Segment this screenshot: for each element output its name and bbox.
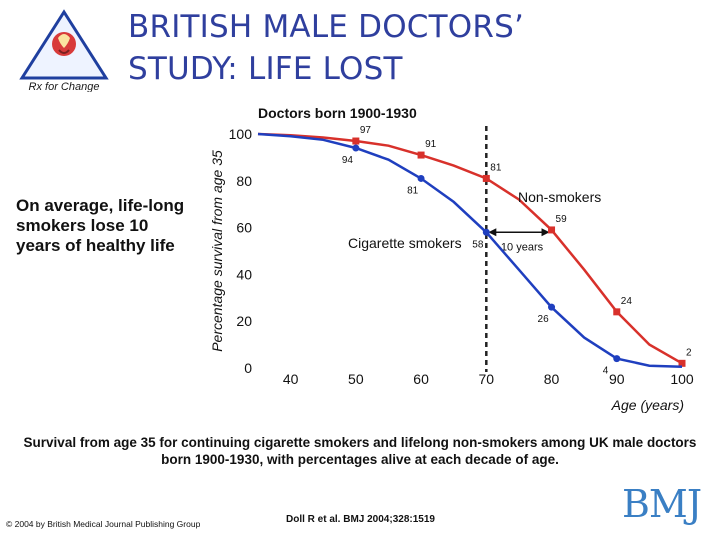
side-note: On average, life-long smokers lose 10 ye…: [16, 196, 185, 255]
cigarette-smokers-data-label: 26: [538, 314, 550, 325]
x-tick-label: 90: [609, 371, 625, 387]
x-tick-label: 100: [670, 371, 694, 387]
triangle-logo-icon: Rx for Change: [19, 9, 109, 93]
non-smokers-point: [417, 151, 425, 159]
title-line-2: STUDY: LIFE LOST: [128, 51, 403, 87]
slide-title: BRITISH MALE DOCTORS’ STUDY: LIFE LOST: [128, 6, 524, 90]
title-line-1: BRITISH MALE DOCTORS’: [128, 9, 525, 45]
non-smokers-point: [548, 226, 556, 234]
cigarette-smokers-data-label: 94: [342, 155, 354, 166]
ten-years-arrow: [488, 228, 550, 237]
plot-area: [256, 130, 688, 368]
cigarette-smokers-data-label: 58: [472, 239, 484, 250]
cigarette-smokers-point: [613, 355, 621, 363]
y-tick-label: 60: [236, 220, 252, 236]
y-tick-label: 100: [229, 126, 253, 142]
y-tick-label: 0: [244, 360, 252, 376]
cigarette-smokers-point: [548, 303, 556, 311]
non-smokers-line: [257, 132, 683, 365]
cigarette-smokers-data-label: 4: [603, 366, 609, 377]
cigarette-smokers-point: [417, 174, 425, 182]
cigarette-smokers-line: [257, 132, 683, 369]
figure-caption: Survival from age 35 for continuing ciga…: [23, 435, 697, 467]
non-smokers-point: [482, 174, 490, 182]
non-smokers-data-label: 81: [490, 162, 502, 173]
non-smokers-data-label: 59: [556, 214, 568, 225]
cigarette-smokers-series-label: Cigarette smokers: [348, 235, 462, 251]
non-smokers-point: [613, 308, 621, 316]
rx-for-change-logo: Rx for Change: [18, 8, 110, 93]
y-axis-label: Percentage survival from age 35: [209, 150, 225, 352]
survival-chart-svg: Doctors born 1900-1930 Percentage surviv…: [209, 105, 694, 413]
non-smokers-series-label: Non-smokers: [518, 189, 601, 205]
non-smokers-point: [678, 359, 686, 367]
x-axis-label: Age (years): [611, 397, 684, 413]
x-tick-label: 50: [348, 371, 364, 387]
x-tick-label: 60: [413, 371, 429, 387]
copyright-text: © 2004 by British Medical Journal Publis…: [6, 519, 201, 529]
citation-text: Doll R et al. BMJ 2004;328:1519: [286, 514, 435, 525]
chart-title: Doctors born 1900-1930: [258, 105, 417, 121]
x-tick-label: 40: [283, 371, 299, 387]
cigarette-smokers-point: [352, 144, 360, 152]
x-tick-label: 70: [479, 371, 495, 387]
non-smokers-data-label: 91: [425, 139, 437, 150]
cigarette-smokers-point: [482, 228, 490, 236]
ten-years-label: 10 years: [501, 241, 544, 253]
arrow-head-left: [488, 228, 497, 237]
y-tick-label: 80: [236, 173, 252, 189]
non-smokers-data-label: 2: [686, 347, 692, 358]
non-smokers-data-label: 24: [621, 296, 633, 307]
logo-text: Rx for Change: [29, 81, 100, 92]
y-tick-label: 20: [236, 313, 252, 329]
chart-marks: 0 20 40 60 80 100 40 50 60 70 80 90 100 97 91 81 59 24 2 94…: [229, 125, 694, 387]
bmj-logo: BMJ: [622, 482, 702, 526]
non-smokers-point: [352, 137, 360, 145]
cigarette-smokers-data-label: 81: [407, 185, 419, 196]
non-smokers-data-label: 97: [360, 125, 372, 136]
y-tick-label: 40: [236, 266, 252, 282]
x-tick-label: 80: [544, 371, 560, 387]
survival-chart: Doctors born 1900-1930 Percentage surviv…: [200, 96, 700, 420]
arrow-head-right: [541, 228, 550, 237]
